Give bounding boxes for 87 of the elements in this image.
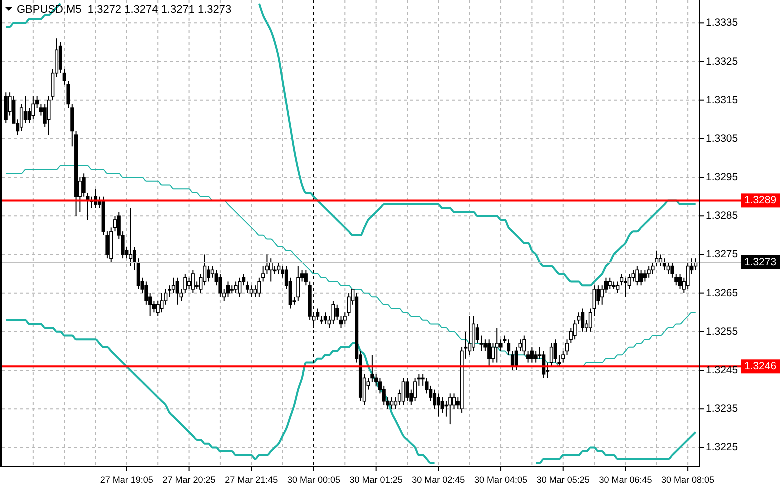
y-tick-label: 1.3225 — [706, 442, 738, 454]
candlestick — [226, 281, 230, 298]
y-tick-label: 1.3245 — [706, 364, 738, 377]
candlestick — [347, 292, 351, 317]
y-tick-label: 1.3235 — [706, 403, 738, 416]
candlestick — [577, 312, 581, 325]
candlestick — [406, 378, 410, 402]
y-tick-label: 1.3325 — [706, 56, 738, 68]
candlestick — [218, 274, 222, 298]
candlestick — [636, 266, 640, 286]
candlestick — [172, 277, 176, 294]
y-tick-label: 1.3275 — [706, 248, 738, 261]
candlestick — [534, 350, 538, 364]
ref-line-label: 1.3273 — [744, 256, 777, 268]
candlestick — [402, 378, 406, 406]
candlestick — [472, 316, 476, 352]
y-tick-label: 1.3335 — [706, 17, 738, 30]
candlestick — [596, 285, 600, 306]
candlestick — [670, 262, 674, 278]
candlestick — [452, 393, 456, 410]
ref-line-label: 1.3246 — [744, 360, 777, 373]
candlestick — [238, 277, 242, 298]
candlestick — [336, 304, 340, 321]
candlestick — [436, 393, 440, 418]
candlestick — [530, 346, 534, 364]
candlestick — [468, 316, 472, 356]
candlestick — [176, 277, 180, 306]
candlestick — [254, 285, 258, 298]
candlestick — [581, 308, 585, 332]
x-tick-label: 27 Mar 21:45 — [225, 475, 278, 485]
candlestick — [144, 281, 148, 306]
candlestick — [188, 277, 192, 290]
candlestick — [616, 281, 620, 294]
candlestick — [640, 270, 644, 286]
candlestick — [573, 320, 577, 340]
candlestick — [207, 266, 211, 282]
y-tick-label: 1.3285 — [706, 210, 738, 222]
candlestick — [624, 277, 628, 298]
x-tick-label: 30 Mar 02:45 — [412, 475, 466, 485]
candlestick — [24, 96, 28, 124]
x-tick-label: 30 Mar 05:25 — [536, 475, 590, 485]
candlestick — [324, 312, 328, 325]
candlestick — [448, 393, 452, 426]
candlestick — [414, 378, 418, 402]
ref-line-label: 1.3289 — [744, 194, 777, 207]
candlestick — [608, 277, 612, 290]
y-tick-label: 1.3295 — [706, 172, 738, 184]
candlestick — [390, 397, 394, 410]
candlestick — [382, 385, 386, 406]
candlestick — [522, 335, 526, 356]
candlestick — [628, 274, 632, 290]
candlestick — [4, 92, 8, 124]
candlestick — [296, 266, 300, 302]
candlestick — [647, 266, 651, 278]
candlestick — [554, 339, 558, 364]
x-tick-label: 30 Mar 08:05 — [662, 475, 715, 485]
candlestick — [191, 270, 195, 294]
candlestick — [488, 339, 492, 368]
y-tick-label: 1.3315 — [706, 94, 738, 106]
x-tick-label: 30 Mar 01:25 — [350, 475, 403, 485]
candlestick — [250, 285, 254, 298]
x-tick-label: 30 Mar 04:05 — [474, 475, 528, 485]
candlestick — [129, 208, 133, 267]
candlestick — [32, 96, 36, 120]
candlestick — [440, 397, 444, 414]
candlestick — [686, 262, 690, 290]
candlestick — [234, 281, 238, 294]
y-tick-label: 1.3265 — [706, 287, 738, 300]
candlestick — [332, 300, 336, 325]
candlestick — [425, 378, 429, 394]
candlestick — [160, 292, 164, 314]
candlestick — [550, 342, 554, 368]
candlestick — [495, 328, 499, 364]
candlestick — [678, 274, 682, 290]
y-tick-label: 1.3255 — [706, 326, 738, 338]
candlestick — [666, 262, 670, 275]
x-tick-label: 30 Mar 06:45 — [599, 475, 652, 485]
candlestick — [277, 262, 281, 275]
x-tick-label: 27 Mar 19:05 — [100, 475, 154, 485]
candlestick — [542, 350, 546, 379]
candlestick — [444, 400, 448, 418]
x-tick-label: 30 Mar 00:05 — [287, 475, 341, 485]
y-tick-label: 1.3305 — [706, 132, 738, 145]
candlestick — [258, 277, 262, 298]
x-tick-label: 27 Mar 20:25 — [162, 475, 216, 485]
candlestick — [499, 339, 503, 352]
candlestick — [643, 270, 647, 282]
